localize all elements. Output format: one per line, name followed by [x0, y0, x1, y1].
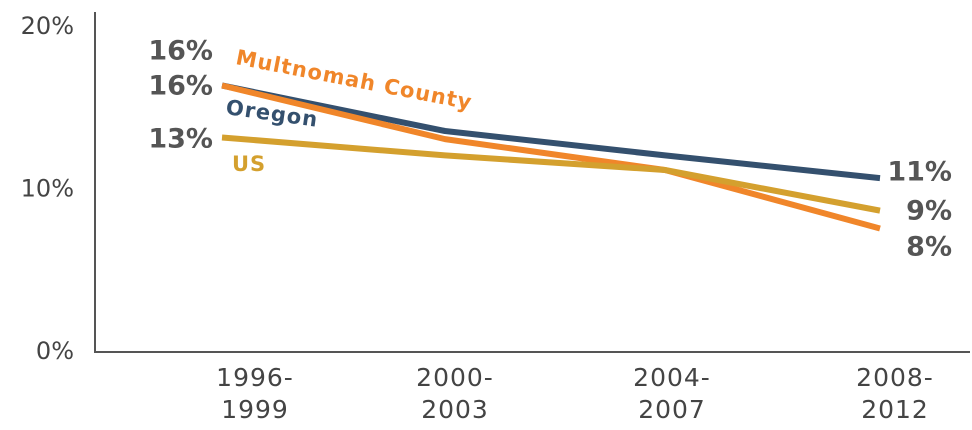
- series-line: [221, 134, 881, 214]
- series-label: US: [232, 152, 266, 176]
- data-label: 16%: [148, 36, 213, 67]
- data-label: 8%: [906, 232, 952, 263]
- x-tick-label: 1996-1999: [216, 363, 294, 424]
- x-tick-label: 2004-2007: [633, 363, 711, 424]
- series-line: [221, 82, 881, 232]
- data-label: 13%: [148, 124, 213, 155]
- series-line: [221, 82, 881, 182]
- x-tick-label: 2008-2012: [856, 363, 934, 424]
- y-tick-label: 0%: [36, 337, 74, 365]
- y-tick-label: 20%: [21, 12, 74, 40]
- x-tick-label: 2000-2003: [416, 363, 494, 424]
- data-label: 16%: [148, 71, 213, 102]
- data-label: 9%: [906, 196, 952, 227]
- y-tick-label: 10%: [21, 175, 74, 203]
- data-label: 11%: [887, 157, 952, 188]
